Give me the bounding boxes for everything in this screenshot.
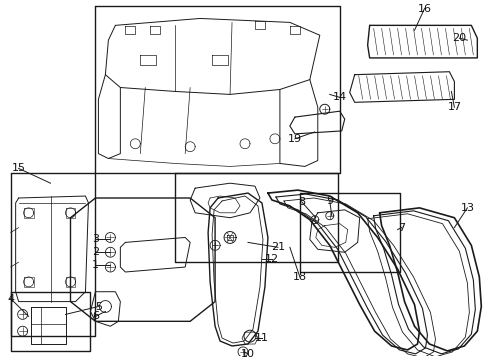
Text: 13: 13 [459,203,473,213]
Text: 5: 5 [95,302,102,311]
Text: 7: 7 [397,222,404,233]
Text: 9: 9 [325,196,333,206]
Text: 17: 17 [447,102,461,112]
Text: 14: 14 [332,93,346,102]
Text: 16: 16 [417,4,430,14]
Text: 3: 3 [92,234,99,244]
Text: 1: 1 [92,260,99,270]
Text: 18: 18 [292,272,306,282]
Text: 20: 20 [451,33,466,43]
Text: 8: 8 [298,197,305,207]
Text: 2: 2 [92,247,99,257]
Text: 11: 11 [254,333,268,343]
Text: 6: 6 [92,311,99,321]
Text: 12: 12 [264,254,279,264]
Text: 10: 10 [241,349,254,359]
Text: 21: 21 [270,242,285,252]
Text: 15: 15 [12,163,25,174]
Text: 19: 19 [287,134,301,144]
Text: 4: 4 [7,294,14,303]
